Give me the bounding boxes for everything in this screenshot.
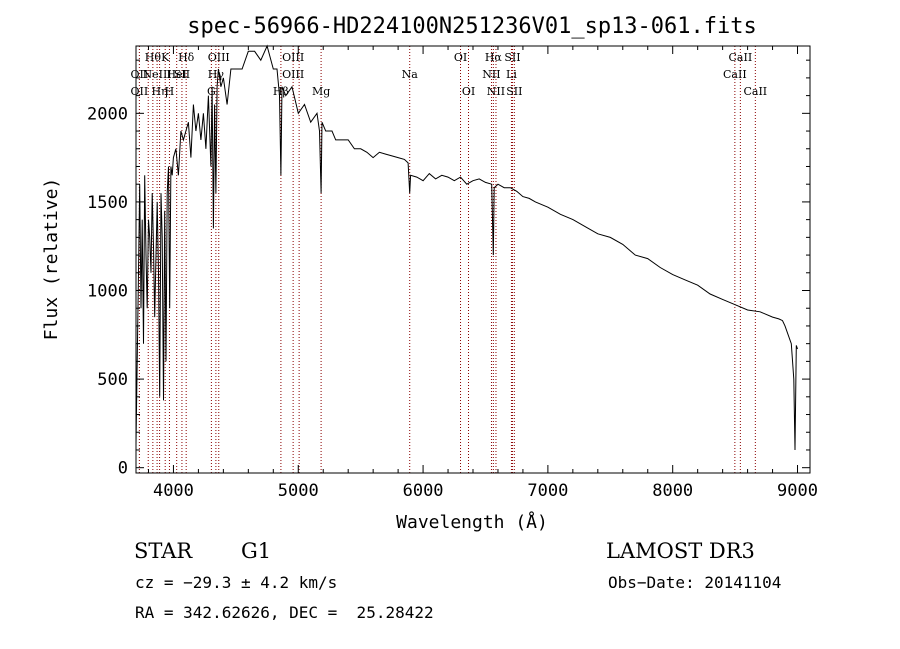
line-label: OI — [462, 85, 475, 98]
line-label: NII — [487, 85, 505, 98]
y-tick-label: 2000 — [87, 104, 128, 124]
line-label: CaII — [723, 68, 747, 81]
x-tick-label: 8000 — [652, 481, 693, 501]
line-label: G — [207, 85, 216, 98]
line-label: HeI — [166, 68, 186, 81]
spectral-line-markers — [138, 46, 756, 473]
x-axis-label: Wavelength (Å) — [396, 511, 548, 533]
line-label: H — [165, 85, 175, 98]
line-label: Hα — [485, 51, 503, 64]
plot-frame — [135, 45, 811, 474]
x-tick-label: 7000 — [527, 481, 568, 501]
line-label: OIII — [208, 51, 230, 64]
line-label: OI — [454, 51, 467, 64]
line-label: CaII — [743, 85, 767, 98]
line-label: Mg — [312, 85, 330, 98]
line-label: SII — [174, 68, 190, 81]
line-label: NeIII — [143, 68, 172, 81]
line-label: OIII — [282, 68, 304, 81]
line-label: OIII — [282, 51, 304, 64]
line-label: SII — [506, 85, 522, 98]
y-axis-label: Flux (relative) — [41, 178, 62, 341]
x-tick-label: 4000 — [153, 481, 194, 501]
spectrum-line — [135, 44, 798, 451]
object-type: STAR — [134, 539, 193, 563]
line-label: NII — [482, 68, 500, 81]
line-label: OII — [131, 85, 149, 98]
line-label: Hθ — [145, 51, 162, 64]
line-label: Hβ — [273, 85, 289, 98]
x-tick-label: 9000 — [777, 481, 818, 501]
x-tick-label: 5000 — [278, 481, 319, 501]
subclass: G1 — [241, 539, 272, 563]
line-label: OII — [131, 68, 149, 81]
redshift-cz: cz = −29.3 ± 4.2 km/s — [135, 573, 338, 592]
chart-title: spec-56966-HD224100N251236V01_sp13-061.f… — [187, 14, 757, 39]
line-label: Hη — [151, 85, 167, 98]
coordinates: RA = 342.62626, DEC = 25.28422 — [135, 603, 434, 622]
line-label: K — [161, 51, 170, 64]
observation-date: Obs−Date: 20141104 — [608, 573, 782, 592]
y-tick-label: 500 — [97, 370, 128, 390]
line-label: SII — [504, 51, 520, 64]
axis-ticks: 4000 5000 6000 7000 8000 9000 0 500 1000 1500 2000 — [87, 46, 818, 501]
spectral-line-labels: OIIOIIHθNeIIIHηKHHeISIIHδGHγOIIIHβOIIIOI… — [131, 51, 768, 98]
line-label: Li — [506, 68, 517, 81]
line-label: Na — [402, 68, 419, 81]
y-tick-label: 1500 — [87, 193, 128, 213]
x-tick-label: 6000 — [403, 481, 444, 501]
line-label: Hδ — [178, 51, 195, 64]
line-label: CaII — [729, 51, 753, 64]
line-label: Hγ — [208, 68, 225, 81]
y-tick-label: 1000 — [87, 282, 128, 302]
survey-name: LAMOST DR3 — [606, 539, 755, 563]
y-tick-label: 0 — [118, 459, 128, 479]
